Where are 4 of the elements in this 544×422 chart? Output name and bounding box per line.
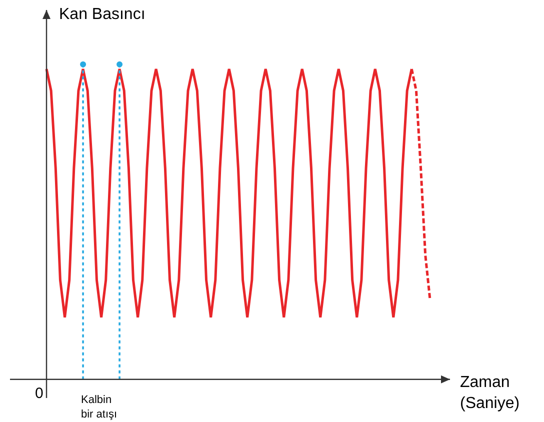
text: 0 <box>35 385 44 402</box>
y-axis-title: Kan Basıncı <box>59 6 146 23</box>
text: Kalbin bir atışı <box>81 394 118 420</box>
x-axis-title: Zaman (Saniye) <box>460 374 520 412</box>
